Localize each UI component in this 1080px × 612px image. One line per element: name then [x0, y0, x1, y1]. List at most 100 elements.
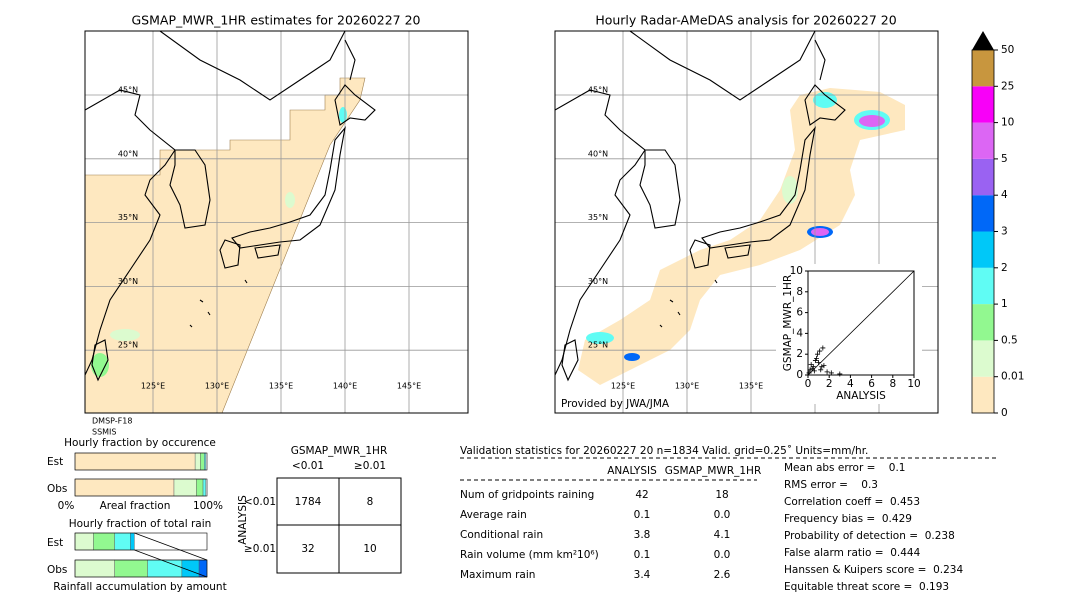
- table-title: GSMAP_MWR_1HR: [291, 445, 387, 457]
- occurrence-chart: Hourly fraction by occurence Est Obs 0% …: [47, 437, 223, 512]
- bar-frame: [74, 478, 208, 497]
- column-header: GSMAP_MWR_1HR: [665, 465, 761, 477]
- row-label: Est: [47, 537, 63, 549]
- score: Frequency bias = 0.429: [784, 513, 912, 525]
- bar-segment: [93, 532, 115, 551]
- connector: [134, 532, 208, 578]
- lon-label: 130°E: [205, 382, 229, 391]
- bar-segment: [74, 452, 196, 471]
- rain-area: [586, 332, 614, 344]
- colorbar-label: 0: [1001, 407, 1008, 419]
- sensor: DMSP-F18: [92, 417, 132, 426]
- row-label: <0.01: [244, 496, 276, 508]
- row-label: Rain volume (mm km²10⁶): [460, 549, 599, 561]
- bar-frame: [74, 559, 208, 578]
- cell: 1784: [295, 496, 322, 508]
- score: Mean abs error = 0.1: [784, 462, 905, 474]
- y-tick-label: 8: [796, 286, 803, 298]
- lat-label: 45°N: [588, 86, 608, 95]
- map-title: Hourly Radar-AMeDAS analysis for 2026022…: [595, 13, 896, 28]
- point: [807, 367, 813, 373]
- score: False alarm ratio = 0.444: [784, 547, 921, 559]
- bar-segment: [114, 559, 148, 578]
- cell: 32: [301, 543, 314, 555]
- x-tick-label: 2: [826, 378, 833, 390]
- x-tick-label: 0: [805, 378, 812, 390]
- score: RMS error = 0.3: [784, 479, 878, 491]
- colorbar-segment: [972, 340, 994, 377]
- rain-area: [91, 353, 109, 377]
- credit: Provided by JWA/JMA: [561, 398, 670, 410]
- x-axis-label: ANALYSIS: [836, 390, 886, 402]
- lat-label: 40°N: [118, 149, 138, 158]
- point: [809, 366, 815, 372]
- colorbar-segment: [972, 376, 994, 413]
- colorbar-segment: [972, 158, 994, 196]
- colorbar-segment: [972, 195, 994, 232]
- y-tick-label: 2: [796, 348, 803, 360]
- point: [815, 351, 821, 357]
- lat-label: 40°N: [588, 149, 608, 158]
- y-tick-label: 10: [790, 265, 803, 277]
- lon-label: 135°E: [739, 382, 763, 391]
- bar-segment: [74, 559, 115, 578]
- lon-label: 125°E: [611, 382, 635, 391]
- point: [819, 364, 825, 370]
- point: [816, 360, 822, 366]
- y-axis-label: GSMAP_MWR_1HR: [782, 275, 794, 371]
- bar-segment: [194, 452, 201, 471]
- chart-title: Hourly fraction of total rain: [69, 518, 212, 530]
- colorbar-label: 4: [1001, 189, 1008, 201]
- bar-segment: [196, 478, 204, 497]
- lat-label: 30°N: [588, 277, 608, 286]
- lat-label: 35°N: [588, 213, 608, 222]
- bar-frame: [74, 452, 208, 471]
- score: Equitable threat score = 0.193: [784, 581, 949, 593]
- swath: [85, 77, 366, 413]
- y-tick-label: 6: [796, 307, 803, 319]
- chart-title: Hourly fraction by occurence: [64, 437, 216, 449]
- colorbar-label: 2: [1001, 262, 1008, 274]
- bar-segment: [114, 532, 131, 551]
- stats-title: Validation statistics for 20260227 20 n=…: [460, 445, 868, 457]
- row-label: Conditional rain: [460, 529, 543, 541]
- bar-segment: [173, 478, 197, 497]
- colorbar-label: 50: [1001, 44, 1014, 56]
- point: [813, 355, 819, 361]
- point: [806, 370, 812, 376]
- y-tick-label: 0: [796, 369, 803, 381]
- rain-area: [811, 228, 829, 236]
- axis-label: Areal fraction: [100, 500, 171, 512]
- x-tick-label: 4: [847, 378, 854, 390]
- rain-area: [578, 88, 905, 385]
- bar-segment: [204, 452, 206, 471]
- row-label: Obs: [47, 564, 67, 576]
- score: Correlation coeff = 0.453: [784, 496, 920, 508]
- point: [828, 370, 834, 376]
- point: [820, 345, 826, 351]
- statistics: Validation statistics for 20260227 20 n=…: [460, 445, 996, 593]
- bar-segment: [202, 478, 206, 497]
- lon-label: 130°E: [675, 382, 699, 391]
- axis-label: Rainfall accumulation by amount: [53, 581, 226, 593]
- colorbar-label: 5: [1001, 153, 1008, 165]
- colorbar-segment: [972, 267, 994, 305]
- lon-label: 145°E: [397, 382, 421, 391]
- colorbar-segment: [972, 86, 994, 123]
- colorbar-label: 0.5: [1001, 334, 1018, 346]
- lon-label: 135°E: [269, 382, 293, 391]
- contingency-table: GSMAP_MWR_1HR <0.01 ≥0.01 ANALYSIS <0.01…: [237, 445, 402, 574]
- point: [818, 367, 824, 373]
- grid: 45°N40°N35°N30°N25°N125°E130°E135°E140°E…: [555, 31, 938, 413]
- row-label: ≥0.01: [244, 543, 276, 555]
- row-label: Num of gridpoints raining: [460, 489, 594, 501]
- cell: 3.8: [634, 529, 651, 541]
- bar-segment: [147, 559, 183, 578]
- lat-label: 45°N: [118, 86, 138, 95]
- colorbar-label: 10: [1001, 117, 1014, 129]
- cell: 42: [635, 489, 648, 501]
- axis-label: 0%: [58, 500, 75, 512]
- row-title: ANALYSIS: [237, 495, 249, 545]
- point: [817, 348, 823, 354]
